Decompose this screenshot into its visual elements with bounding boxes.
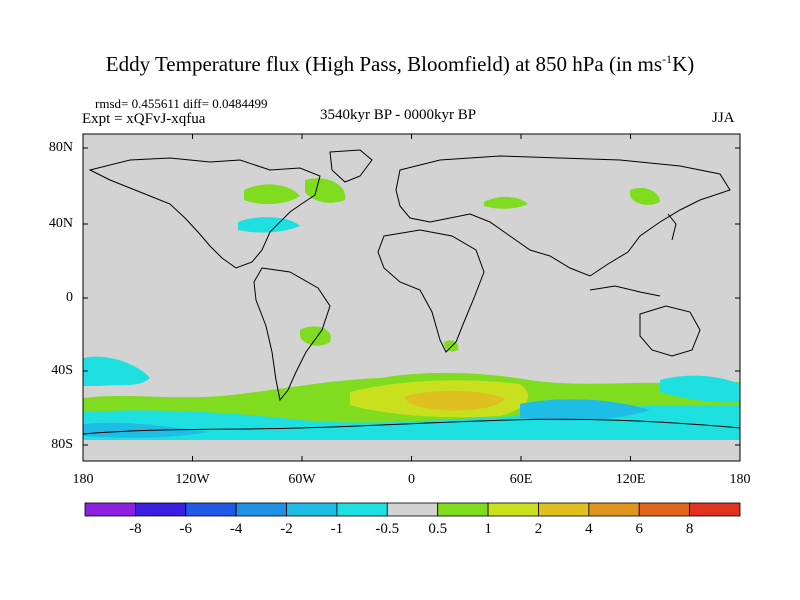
coast-north-america [88, 157, 321, 269]
coast-japan [667, 213, 677, 241]
coast-south-america [253, 267, 331, 402]
lon-label: 120E [615, 472, 646, 487]
shade-orange-south [405, 390, 505, 411]
shade-green-canada [244, 184, 300, 205]
shade-green-asia [484, 196, 528, 209]
lon-label: 0 [408, 472, 415, 487]
colorbar-label: 6 [635, 521, 643, 537]
lat-label: 0 [66, 290, 73, 305]
lon-label: 120W [175, 472, 210, 487]
colorbar-label: -2 [280, 521, 293, 537]
colorbar-label: -0.5 [375, 521, 400, 537]
coast-africa [377, 229, 485, 353]
lat-label: 80S [51, 437, 73, 452]
colorbar-box [689, 502, 741, 517]
coast-eurasia [395, 155, 731, 277]
colorbar-box [386, 502, 439, 517]
coast-greenland [329, 149, 373, 183]
colorbar-label: -8 [129, 521, 142, 537]
lon-label: 180 [729, 472, 751, 487]
colorbar-box [638, 502, 691, 517]
title-exponent: -1 [662, 52, 673, 66]
experiment-label: Expt = xQFvJ-xqfua [82, 111, 206, 127]
colorbar-box [185, 502, 237, 517]
shade-cyan-usa [238, 217, 300, 233]
title-main: Eddy Temperature flux (High Pass, Bloomf… [105, 52, 663, 76]
shade-cyan-australia [660, 375, 740, 403]
colorbar-box [588, 502, 640, 517]
shade-green-labrador [305, 178, 346, 203]
coast-antarctica [83, 418, 740, 435]
colorbar-label: 0.5 [428, 521, 448, 537]
colorbar-box [235, 502, 287, 517]
stats-label: rmsd= 0.455611 diff= 0.0484499 [95, 96, 268, 111]
coastlines [83, 149, 740, 435]
shade-blue-indian [520, 399, 650, 421]
coast-indonesia [589, 285, 661, 297]
colorbar [84, 502, 741, 517]
colorbar-box [134, 502, 187, 517]
colorbar-label: -6 [179, 521, 193, 537]
colorbar-label: 4 [585, 521, 593, 537]
colorbar-box [286, 502, 338, 517]
colorbar-label: 8 [685, 521, 694, 537]
lat-label: 80N [48, 140, 73, 155]
colorbar-label: -1 [330, 521, 344, 537]
lon-label: 60W [288, 472, 316, 487]
season-label: JJA [712, 110, 735, 126]
title-unit: K) [672, 52, 695, 76]
shade-green-east-asia [630, 187, 660, 205]
period-label: 3540kyr BP - 0000kyr BP [320, 107, 477, 123]
colorbar-label: 2 [534, 521, 543, 537]
lon-label: 60E [509, 472, 533, 487]
lon-label: 180 [72, 472, 94, 487]
colorbar-box [84, 502, 136, 517]
axis-ticks [82, 134, 741, 461]
coast-australia [639, 305, 701, 357]
shade-green-brazil [300, 326, 331, 346]
colorbar-box [538, 502, 590, 517]
anomaly-shading [83, 178, 740, 440]
shade-cyan-sw-pacific [83, 356, 150, 386]
colorbar-box [487, 502, 539, 517]
figure-title: Eddy Temperature flux (High Pass, Bloomf… [0, 52, 800, 77]
colorbar-box [437, 502, 489, 517]
colorbar-box [336, 502, 388, 517]
lat-label: 40S [51, 363, 73, 378]
colorbar-label: -4 [229, 521, 243, 537]
lat-label: 40N [48, 216, 73, 231]
colorbar-label: 1 [484, 521, 492, 537]
